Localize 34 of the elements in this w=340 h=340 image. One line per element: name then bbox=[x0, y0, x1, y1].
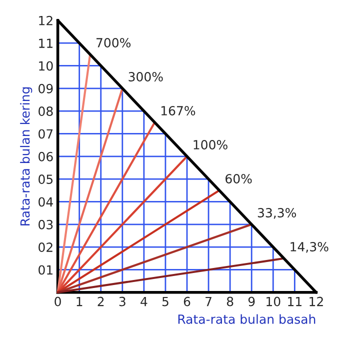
x-tick-label: 11 bbox=[288, 296, 302, 306]
series-label: 167% bbox=[161, 106, 196, 116]
x-tick-label: 7 bbox=[206, 296, 212, 306]
x-tick-label: 12 bbox=[310, 296, 323, 306]
y-tick-label: 03 bbox=[38, 220, 53, 230]
series-label: 100% bbox=[194, 140, 228, 150]
x-tick-label: 8 bbox=[226, 296, 234, 306]
y-tick-label: 06 bbox=[38, 152, 53, 162]
y-tick-label: 09 bbox=[38, 84, 53, 94]
x-tick-label: 5 bbox=[162, 296, 168, 306]
x-tick-label: 3 bbox=[119, 296, 126, 306]
x-tick-label: 9 bbox=[248, 296, 255, 306]
y-tick-label: 08 bbox=[38, 106, 53, 116]
x-tick-label: 6 bbox=[184, 296, 190, 306]
y-tick-label: 07 bbox=[38, 129, 53, 139]
y-tick-label: 01 bbox=[38, 265, 52, 275]
series-label: 14,3% bbox=[290, 242, 328, 253]
x-axis-title: Rata-rata bulan basah bbox=[178, 314, 316, 324]
x-tick-label: 1 bbox=[76, 296, 82, 306]
x-tick-label: 10 bbox=[266, 296, 280, 306]
x-tick-label: 4 bbox=[140, 296, 148, 306]
y-axis-title: Rata-rata bulan kering bbox=[20, 87, 32, 226]
y-tick-label: 05 bbox=[38, 174, 53, 184]
y-tick-label: 11 bbox=[39, 38, 52, 48]
y-tick-label: 02 bbox=[38, 242, 52, 252]
series-label: 33,3% bbox=[258, 208, 296, 219]
series-label: 300% bbox=[128, 72, 163, 82]
y-tick-label: 12 bbox=[39, 16, 52, 26]
series-label: 60% bbox=[226, 174, 252, 184]
x-tick-label: 0 bbox=[54, 296, 61, 306]
y-tick-label: 04 bbox=[38, 197, 53, 207]
x-tick-label: 2 bbox=[98, 296, 104, 306]
series-label: 700% bbox=[96, 38, 131, 48]
y-tick-label: 10 bbox=[39, 61, 53, 71]
